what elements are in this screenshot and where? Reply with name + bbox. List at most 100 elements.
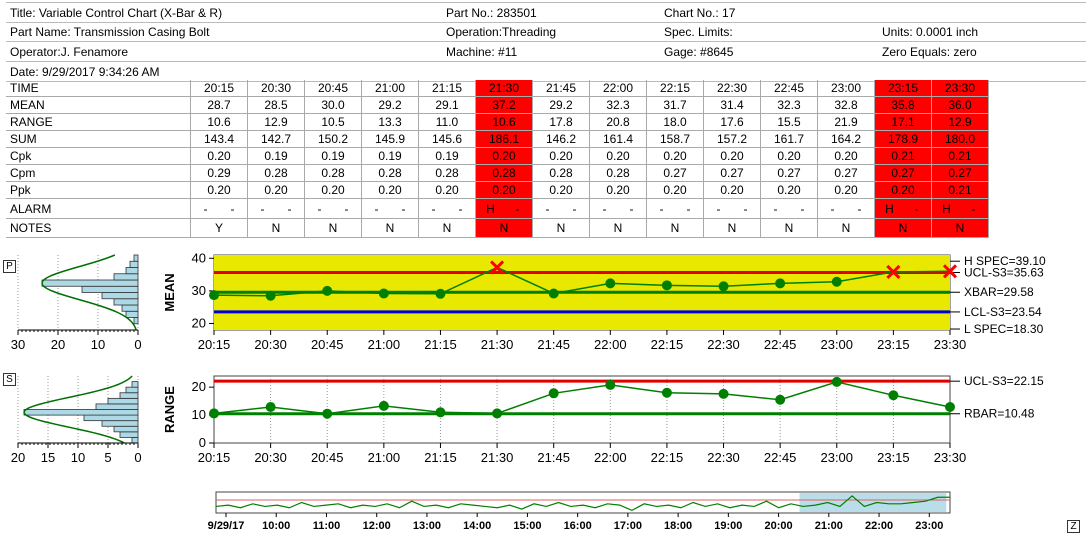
table-cell: --: [703, 198, 761, 219]
table-cell: 31.7: [646, 96, 704, 114]
table-cell: 23:30: [931, 80, 989, 97]
table-cell: N: [361, 218, 419, 238]
x-tick-label: 21:00: [368, 450, 401, 465]
x-tick-label: 21:30: [481, 450, 514, 465]
x-tick-label: 22:45: [764, 337, 797, 352]
table-cell: 28.7: [190, 96, 248, 114]
hist-bar: [119, 431, 139, 438]
table-cell: --: [589, 198, 647, 219]
plot-frame: [213, 375, 951, 444]
table-cell: N: [703, 218, 761, 238]
data-point: [718, 281, 729, 292]
limit-label: L SPEC=18.30: [964, 322, 1044, 336]
table-cell: 0.20: [703, 181, 761, 199]
machine: Machine: #11: [446, 45, 518, 59]
table-cell: 0.28: [532, 164, 590, 182]
hist-bar: [125, 310, 139, 318]
x-tick-label: 23:00: [820, 450, 853, 465]
overview-tick-label: 16:00: [564, 520, 592, 532]
alarm-flag: -: [773, 201, 778, 216]
mean-panel-box[interactable]: P: [3, 260, 16, 273]
hist-bar: [131, 381, 139, 388]
table-row: SUM 143.4 142.7 150.2 145.9 145.6 186.1 146.2 16…: [6, 130, 989, 148]
overview-tick-label: 22:00: [865, 520, 893, 532]
x-tick-label: 20:15: [198, 450, 231, 465]
x-tick-label: 22:45: [764, 450, 797, 465]
x-tick-label: 22:30: [707, 337, 740, 352]
y-tick-label: 20: [192, 379, 206, 394]
table-cell: 0.28: [475, 164, 533, 182]
table-row: NOTES Y N N N N N N N N N N N N N: [6, 218, 989, 238]
table-cell: 0.20: [418, 181, 476, 199]
table-cell: 0.27: [646, 164, 704, 182]
x-tick-label: 23:15: [877, 337, 910, 352]
hist-bar: [101, 420, 139, 427]
alarm-flag: -: [830, 201, 835, 216]
alarm-flag: -: [515, 201, 520, 216]
data-point: [435, 407, 446, 418]
table-cell: N: [817, 218, 875, 238]
data-point: [322, 285, 333, 296]
overview-tick-label: 19:00: [714, 520, 742, 532]
table-cell: N: [304, 218, 362, 238]
table-cell: 17.6: [703, 113, 761, 131]
alarm-flag: -: [203, 201, 208, 216]
range-panel-box[interactable]: S: [3, 373, 16, 386]
table-cell: 0.27: [817, 164, 875, 182]
table-cell: 0.20: [304, 181, 362, 199]
hist-bar: [41, 279, 139, 287]
table-cell: 0.20: [646, 147, 704, 165]
alarm-flag: -: [260, 201, 265, 216]
alarm-flag: -: [971, 201, 976, 216]
table-cell: 145.9: [361, 130, 419, 148]
data-point: [435, 288, 446, 299]
units: Units: 0.0001 inch: [882, 25, 979, 39]
alarm-flag: -: [344, 201, 349, 216]
series-line: [213, 381, 951, 415]
table-cell: 0.20: [247, 181, 305, 199]
overview-tick-label: 14:00: [463, 520, 491, 532]
table-cell: 29.2: [532, 96, 590, 114]
table-cell: 23:00: [817, 80, 875, 97]
limit-label: XBAR=29.58: [964, 285, 1034, 299]
x-tick-label: 23:30: [934, 450, 967, 465]
table-cell: 12.9: [247, 113, 305, 131]
overview-tick-label: 23:00: [915, 520, 943, 532]
zoom-box[interactable]: Z: [1067, 520, 1080, 533]
table-cell: --: [817, 198, 875, 219]
table-cell: 32.3: [760, 96, 818, 114]
y-tick-label: 30: [192, 283, 206, 298]
table-cell: 0.19: [418, 147, 476, 165]
table-cell: 12.9: [931, 113, 989, 131]
hist-bar: [129, 260, 139, 268]
normal-curve: [41, 254, 137, 331]
y-axis-label: RANGE: [162, 386, 177, 433]
table-row: Cpk 0.20 0.19 0.19 0.19 0.19 0.20 0.20 0.20 0.20 0…: [6, 147, 989, 165]
table-cell: 35.8: [874, 96, 932, 114]
row-label: Cpk: [6, 147, 191, 165]
table-cell: 145.6: [418, 130, 476, 148]
overview-tick-label: 9/29/17: [208, 520, 245, 532]
row-label: ALARM: [6, 198, 191, 219]
table-cell: 178.9: [874, 130, 932, 148]
table-cell: --: [760, 198, 818, 219]
data-point: [548, 388, 559, 399]
table-cell: 13.3: [361, 113, 419, 131]
table-cell: 0.27: [931, 164, 989, 182]
x-tick-label: 21:00: [368, 337, 401, 352]
table-cell: 0.20: [874, 181, 932, 199]
x-tick-label: 22:15: [651, 450, 684, 465]
table-cell: 0.29: [190, 164, 248, 182]
x-tick-label: 21:45: [537, 450, 570, 465]
x-tick-label: 20:30: [254, 450, 287, 465]
alarm-flag: -: [545, 201, 550, 216]
table-cell: N: [931, 218, 989, 238]
table-cell: 158.7: [646, 130, 704, 148]
row-label: NOTES: [6, 218, 191, 238]
table-cell: 0.19: [304, 147, 362, 165]
overview-tick-label: 18:00: [664, 520, 692, 532]
x-tick-label: 22:00: [594, 450, 627, 465]
table-cell: 30.0: [304, 96, 362, 114]
part-name: Part Name: Transmission Casing Bolt: [10, 25, 210, 39]
